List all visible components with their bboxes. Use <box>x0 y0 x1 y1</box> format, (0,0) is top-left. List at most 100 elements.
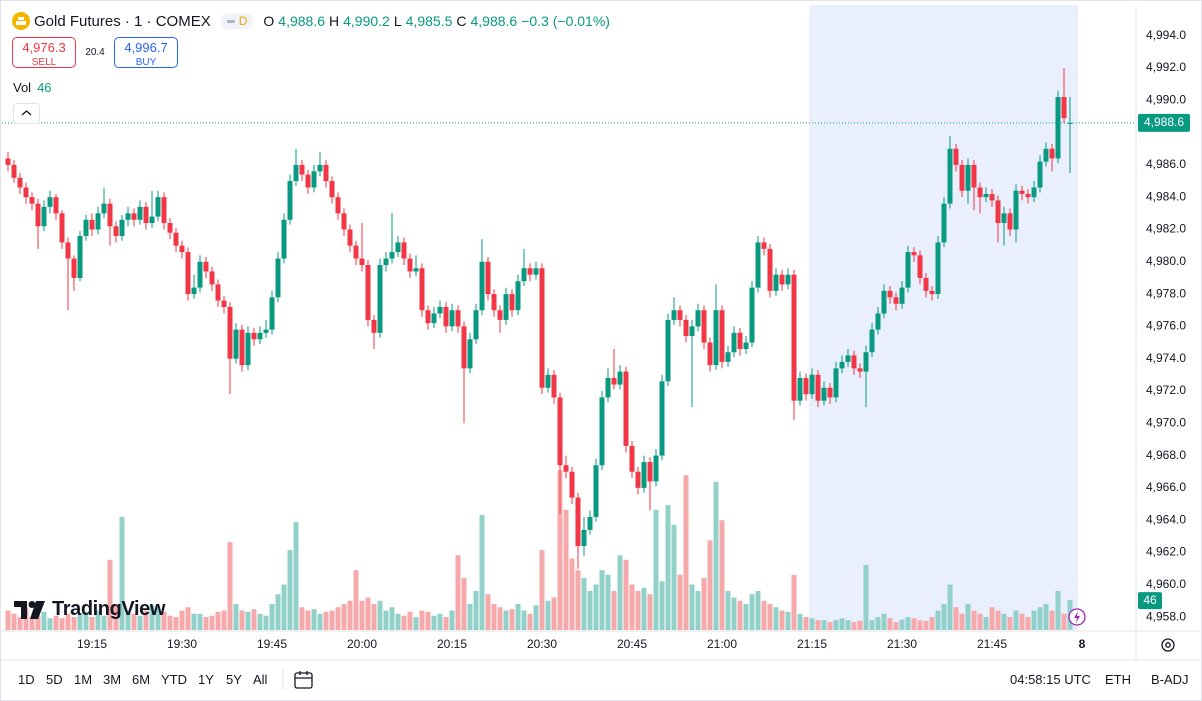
candle-body <box>263 329 269 333</box>
x-tick-label: 19:45 <box>257 637 287 651</box>
candle-body <box>659 381 665 456</box>
candle-body <box>767 248 773 291</box>
candle-body <box>269 297 275 330</box>
volume-bar <box>311 609 317 630</box>
symbol-icon-bar <box>18 17 24 20</box>
data-badge[interactable]: D <box>220 13 254 29</box>
volume-bar <box>785 611 791 630</box>
candle-body <box>965 164 971 191</box>
volume-bar <box>497 607 503 630</box>
range-button[interactable]: 5D <box>46 672 63 687</box>
calendar-icon[interactable] <box>294 671 313 689</box>
volume-bar <box>167 615 173 630</box>
volume-bar <box>749 594 755 630</box>
logo-mark <box>14 600 45 619</box>
spread: 20.4 <box>85 47 105 58</box>
volume-bar <box>695 591 701 630</box>
candle-body <box>431 313 437 324</box>
volume-layer <box>5 470 1073 630</box>
candle-body <box>443 307 449 327</box>
candle-body <box>1013 190 1019 230</box>
candle-body <box>737 332 743 349</box>
candle-body <box>281 219 287 259</box>
y-tick-label: 4,984.0 <box>1146 189 1186 203</box>
volume-bar <box>1013 610 1019 630</box>
settings-icon[interactable] <box>1161 638 1175 652</box>
volume-bar <box>65 613 71 630</box>
candle-body <box>629 445 635 472</box>
volume-bar <box>71 617 77 630</box>
candle-body <box>407 258 413 272</box>
volume-bar <box>1025 617 1031 630</box>
range-button[interactable]: 5Y <box>226 672 242 687</box>
volume-bar <box>29 617 35 630</box>
volume-bar <box>209 615 215 630</box>
candle-body <box>449 310 455 327</box>
candle-body <box>257 332 263 340</box>
sell-button[interactable]: 4,976.3 SELL <box>12 37 76 68</box>
range-button[interactable]: All <box>253 672 268 687</box>
candle-body <box>209 271 215 285</box>
volume-bar <box>221 610 227 630</box>
candle-body <box>137 206 143 220</box>
candle-body <box>47 197 53 207</box>
candle-body <box>719 310 725 362</box>
volume-bar <box>1061 613 1067 630</box>
range-button[interactable]: 1Y <box>198 672 214 687</box>
volume-bar <box>911 618 917 630</box>
volume-bar <box>869 620 875 630</box>
volume-bar <box>677 574 683 630</box>
range-button[interactable]: YTD <box>161 672 187 687</box>
y-tick-label: 4,990.0 <box>1146 92 1186 106</box>
candle-body <box>11 164 17 178</box>
y-tick-label: 4,960.0 <box>1146 577 1186 591</box>
candle-body <box>293 164 299 182</box>
candle-body <box>611 378 617 385</box>
candle-body <box>323 164 329 182</box>
low-label: L <box>393 13 402 29</box>
candle-body <box>647 462 653 482</box>
y-tick-label: 4,968.0 <box>1146 448 1186 462</box>
candle-body <box>791 274 797 401</box>
buy-button[interactable]: 4,996.7 BUY <box>114 37 178 68</box>
volume-bar <box>863 565 869 630</box>
symbol-title[interactable]: Gold Futures · 1 · COMEX <box>34 12 211 30</box>
x-tick-label: 20:30 <box>527 637 557 651</box>
volume-bar <box>851 622 857 630</box>
logo[interactable]: TradingView <box>14 598 165 621</box>
candle-body <box>533 268 539 275</box>
range-button[interactable]: 1M <box>74 672 93 687</box>
collapse-button[interactable] <box>13 103 40 124</box>
candle-body <box>773 274 779 291</box>
candle-body <box>155 197 161 217</box>
bottom-toolbar: 1D 5D 1M 3M 6M YTD 1Y 5Y All 04:58:15 UTC ETH B-… <box>0 661 1200 699</box>
range-button[interactable]: 6M <box>132 672 151 687</box>
y-tick-label: 4,994.0 <box>1146 28 1186 42</box>
volume-bar <box>251 609 257 630</box>
adjustment[interactable]: B-ADJ <box>1151 672 1189 687</box>
volume-bar <box>809 618 815 630</box>
volume-bar <box>17 617 23 630</box>
range-button[interactable]: 1D <box>18 672 35 687</box>
volume-bar <box>1055 591 1061 630</box>
y-tick-label: 4,986.0 <box>1146 157 1186 171</box>
candle-body <box>425 310 431 324</box>
candle-body <box>539 268 545 388</box>
volume-bar <box>149 605 155 630</box>
clock[interactable]: 04:58:15 UTC <box>1010 672 1091 687</box>
candle-body <box>509 294 515 311</box>
volume-bar <box>1043 604 1049 630</box>
candle-body <box>839 361 845 369</box>
candle-body <box>143 206 149 224</box>
volume-bar <box>827 622 833 630</box>
candle-body <box>557 397 563 466</box>
candle-body <box>461 326 467 369</box>
candle-body <box>677 310 683 320</box>
volume-bar <box>1049 610 1055 630</box>
candle-body <box>527 268 533 275</box>
alert-bolt <box>1074 611 1080 623</box>
session[interactable]: ETH <box>1105 672 1131 687</box>
range-button[interactable]: 3M <box>103 672 122 687</box>
volume-bar <box>23 607 29 630</box>
